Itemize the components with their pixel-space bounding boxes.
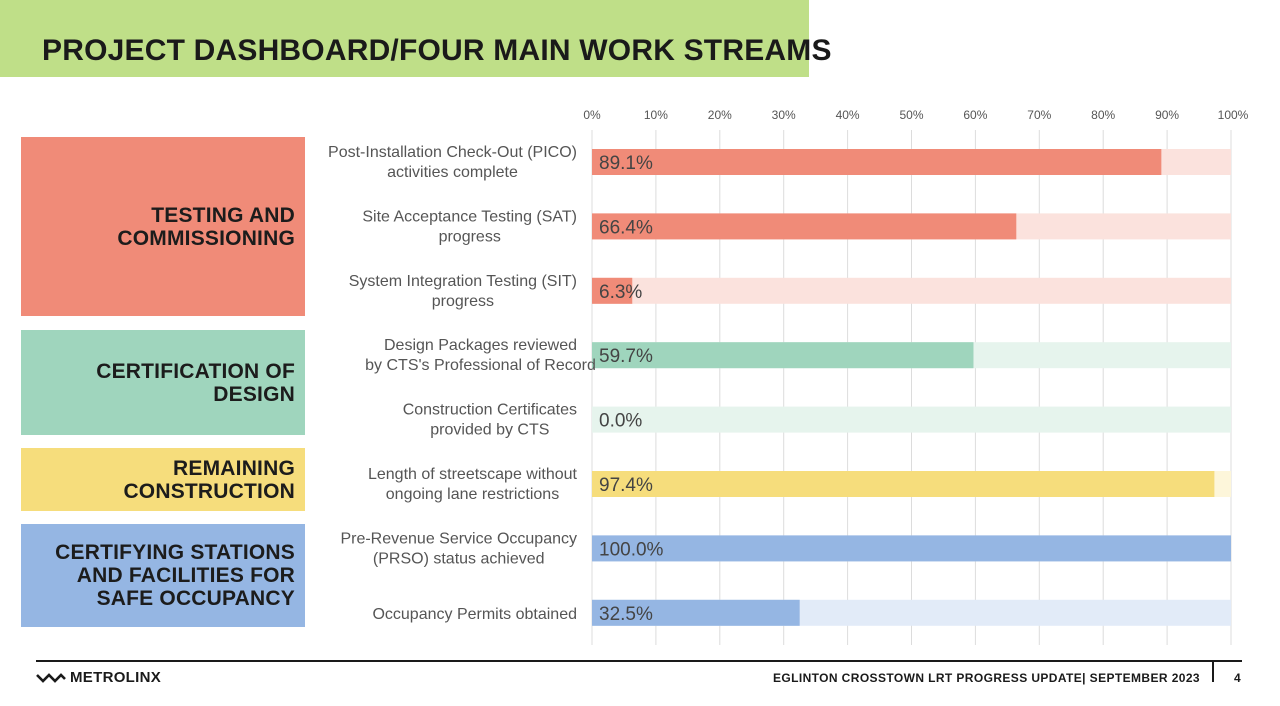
category-label: Occupancy Permits obtained [372,606,577,623]
group-label: TESTING AND COMMISSIONING [117,203,295,250]
category-label: by CTS's Professional of Record [365,357,596,374]
metrolinx-logo-icon [36,672,66,683]
group-box: REMAINING CONSTRUCTION [21,448,305,511]
data-label: 100.0% [599,539,664,560]
data-label: 66.4% [599,217,653,238]
data-label: 32.5% [599,604,653,625]
x-tick-label: 90% [1155,108,1179,122]
bar [592,213,1017,240]
page-number: 4 [1234,671,1241,685]
bar [592,149,1162,175]
x-tick-label: 50% [899,108,923,122]
metrolinx-logo: METROLINX [36,669,161,686]
footer-divider [1212,660,1214,682]
category-label: Site Acceptance Testing (SAT) [362,208,577,225]
bar [592,471,1215,497]
data-label: 0.0% [599,411,642,432]
category-label: (PRSO) status achieved [373,550,545,567]
category-label: activities complete [387,164,518,181]
group-label: CERTIFICATION OF DESIGN [96,359,295,406]
data-label: 89.1% [599,153,653,174]
category-label: progress [432,293,494,310]
x-tick-label: 70% [1027,108,1051,122]
group-label: CERTIFYING STATIONS AND FACILITIES FOR S… [55,541,295,610]
title-banner [0,0,809,77]
group-box: CERTIFYING STATIONS AND FACILITIES FOR S… [21,524,305,627]
x-tick-label: 40% [836,108,860,122]
bar-track [592,277,1231,304]
category-label: progress [439,228,501,245]
logo-text: METROLINX [70,669,162,686]
bar [592,599,800,626]
x-tick-label: 20% [708,108,732,122]
report-title: EGLINTON CROSSTOWN LRT PROGRESS UPDATE| … [772,671,1200,685]
category-label: Pre-Revenue Service Occupancy [340,530,577,547]
group-box: TESTING AND COMMISSIONING [21,137,305,316]
data-label: 6.3% [599,282,642,303]
x-tick-label: 80% [1091,108,1115,122]
x-tick-label: 100% [1218,108,1249,122]
category-label: Post-Installation Check-Out (PICO) [328,144,577,161]
category-label: Construction Certificates [403,402,577,419]
x-tick-label: 0% [583,108,601,122]
group-box: CERTIFICATION OF DESIGN [21,330,305,435]
x-tick-label: 30% [772,108,796,122]
category-label: System Integration Testing (SIT) [349,273,577,290]
bar [592,277,633,304]
data-label: 59.7% [599,346,653,367]
x-tick-label: 60% [963,108,987,122]
category-label: Length of streetscape without [368,466,578,483]
group-label: REMAINING CONSTRUCTION [123,456,295,503]
x-tick-label: 10% [644,108,668,122]
footer-rule [36,660,1242,662]
bar-track [592,406,1231,433]
category-label: ongoing lane restrictions [386,486,559,503]
category-label: Design Packages reviewed [384,337,577,354]
category-label: provided by CTS [430,422,549,439]
bar [592,342,974,369]
bar [592,535,1231,562]
page-title: PROJECT DASHBOARD/FOUR MAIN WORK STREAMS [42,34,832,67]
data-label: 97.4% [599,475,653,496]
progress-bar-chart: 0% 10% 20% 30% 40% 50% 60% 70% 80% 90% 100% 89.1% Po… [328,108,1249,645]
